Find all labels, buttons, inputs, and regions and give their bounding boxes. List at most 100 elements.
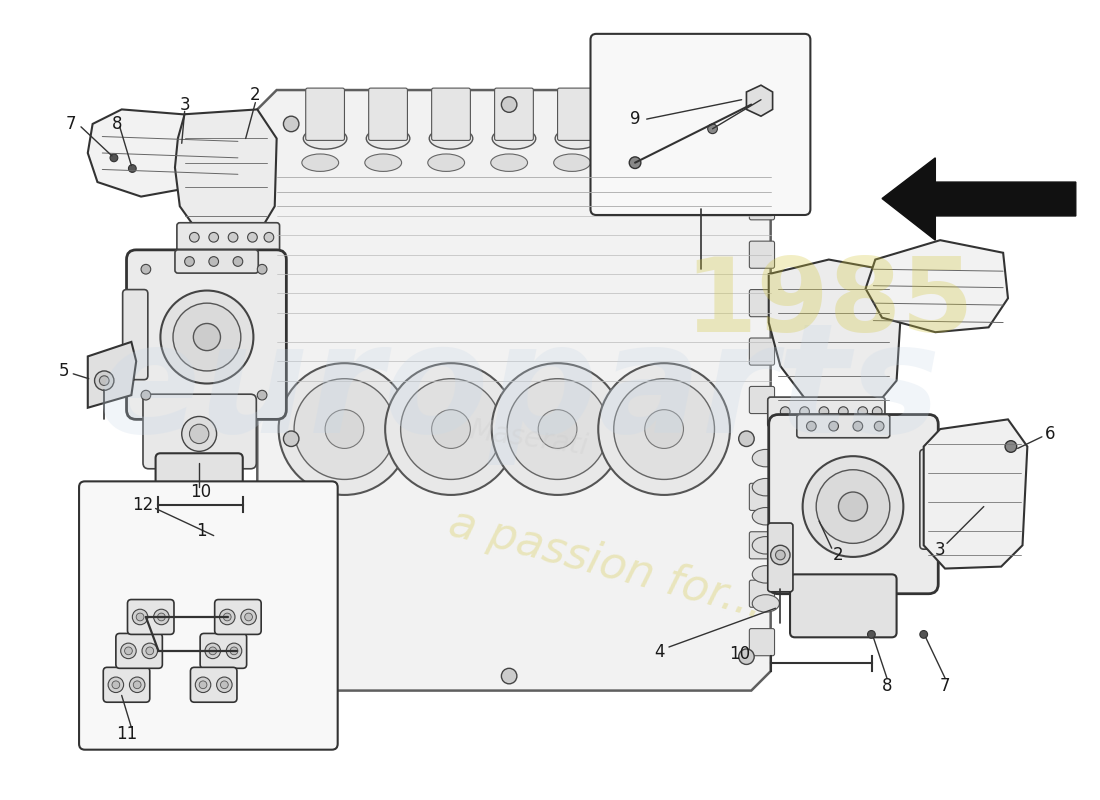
Text: a passion for...: a passion for... [443,502,768,627]
Ellipse shape [553,154,591,171]
Circle shape [492,363,624,495]
FancyBboxPatch shape [103,667,150,702]
Circle shape [284,649,299,665]
Ellipse shape [752,566,780,583]
FancyBboxPatch shape [116,634,163,668]
FancyBboxPatch shape [796,414,890,438]
Circle shape [233,257,243,266]
Circle shape [196,677,211,693]
FancyBboxPatch shape [749,290,774,317]
FancyBboxPatch shape [306,88,344,141]
FancyBboxPatch shape [769,414,938,594]
Circle shape [614,378,715,479]
Circle shape [326,410,364,449]
Text: 1985: 1985 [684,253,974,354]
FancyBboxPatch shape [143,394,256,469]
Text: 10: 10 [729,645,750,662]
Circle shape [185,257,195,266]
Ellipse shape [429,128,473,149]
Circle shape [121,643,136,658]
Polygon shape [257,90,771,690]
Text: 4: 4 [654,643,664,661]
Circle shape [95,371,114,390]
FancyBboxPatch shape [768,523,793,592]
Polygon shape [924,419,1027,569]
FancyBboxPatch shape [620,88,659,141]
Circle shape [110,154,118,162]
Circle shape [629,157,641,169]
Circle shape [129,165,136,172]
Circle shape [161,290,253,383]
Circle shape [132,610,147,625]
Ellipse shape [681,128,725,149]
FancyBboxPatch shape [749,580,774,607]
Circle shape [220,681,228,689]
Circle shape [502,97,517,112]
Circle shape [278,363,410,495]
Circle shape [284,431,299,446]
Ellipse shape [491,154,528,171]
Text: 6: 6 [1044,425,1055,443]
FancyBboxPatch shape [431,88,471,141]
Circle shape [284,116,299,132]
Circle shape [244,613,252,621]
Circle shape [872,406,882,417]
Circle shape [189,233,199,242]
Circle shape [838,406,848,417]
Circle shape [858,406,868,417]
Ellipse shape [366,128,410,149]
FancyBboxPatch shape [126,250,286,419]
Text: 10: 10 [190,483,211,501]
Ellipse shape [752,594,780,612]
FancyBboxPatch shape [368,88,407,141]
Ellipse shape [428,154,464,171]
FancyBboxPatch shape [749,193,774,220]
Circle shape [776,550,785,560]
Circle shape [108,677,123,693]
Circle shape [803,456,903,557]
Circle shape [739,431,755,446]
Circle shape [154,610,169,625]
FancyBboxPatch shape [190,667,236,702]
Circle shape [141,390,151,400]
Circle shape [920,630,927,638]
Circle shape [852,422,862,431]
Circle shape [771,546,790,565]
FancyBboxPatch shape [79,482,338,750]
Circle shape [209,233,219,242]
Text: 1: 1 [196,522,207,540]
Polygon shape [866,240,1008,332]
Circle shape [157,613,165,621]
Circle shape [828,422,838,431]
Circle shape [199,681,207,689]
FancyBboxPatch shape [495,88,534,141]
Circle shape [257,390,267,400]
Ellipse shape [365,154,402,171]
Polygon shape [88,342,136,408]
Circle shape [205,643,220,658]
Circle shape [223,613,231,621]
Circle shape [400,378,502,479]
Ellipse shape [301,154,339,171]
Circle shape [124,647,132,654]
Text: 3: 3 [179,95,190,114]
Circle shape [598,363,730,495]
Circle shape [868,630,876,638]
Circle shape [228,233,238,242]
Text: 11: 11 [116,725,138,743]
Circle shape [800,406,810,417]
Circle shape [507,378,608,479]
Circle shape [838,492,868,521]
FancyBboxPatch shape [749,241,774,268]
Circle shape [645,410,683,449]
Ellipse shape [618,128,662,149]
Circle shape [820,406,828,417]
FancyBboxPatch shape [749,629,774,656]
Circle shape [112,681,120,689]
FancyBboxPatch shape [175,250,258,273]
Circle shape [220,610,235,625]
Text: 9: 9 [630,110,640,128]
Circle shape [502,668,517,684]
Circle shape [264,233,274,242]
FancyBboxPatch shape [558,88,596,141]
